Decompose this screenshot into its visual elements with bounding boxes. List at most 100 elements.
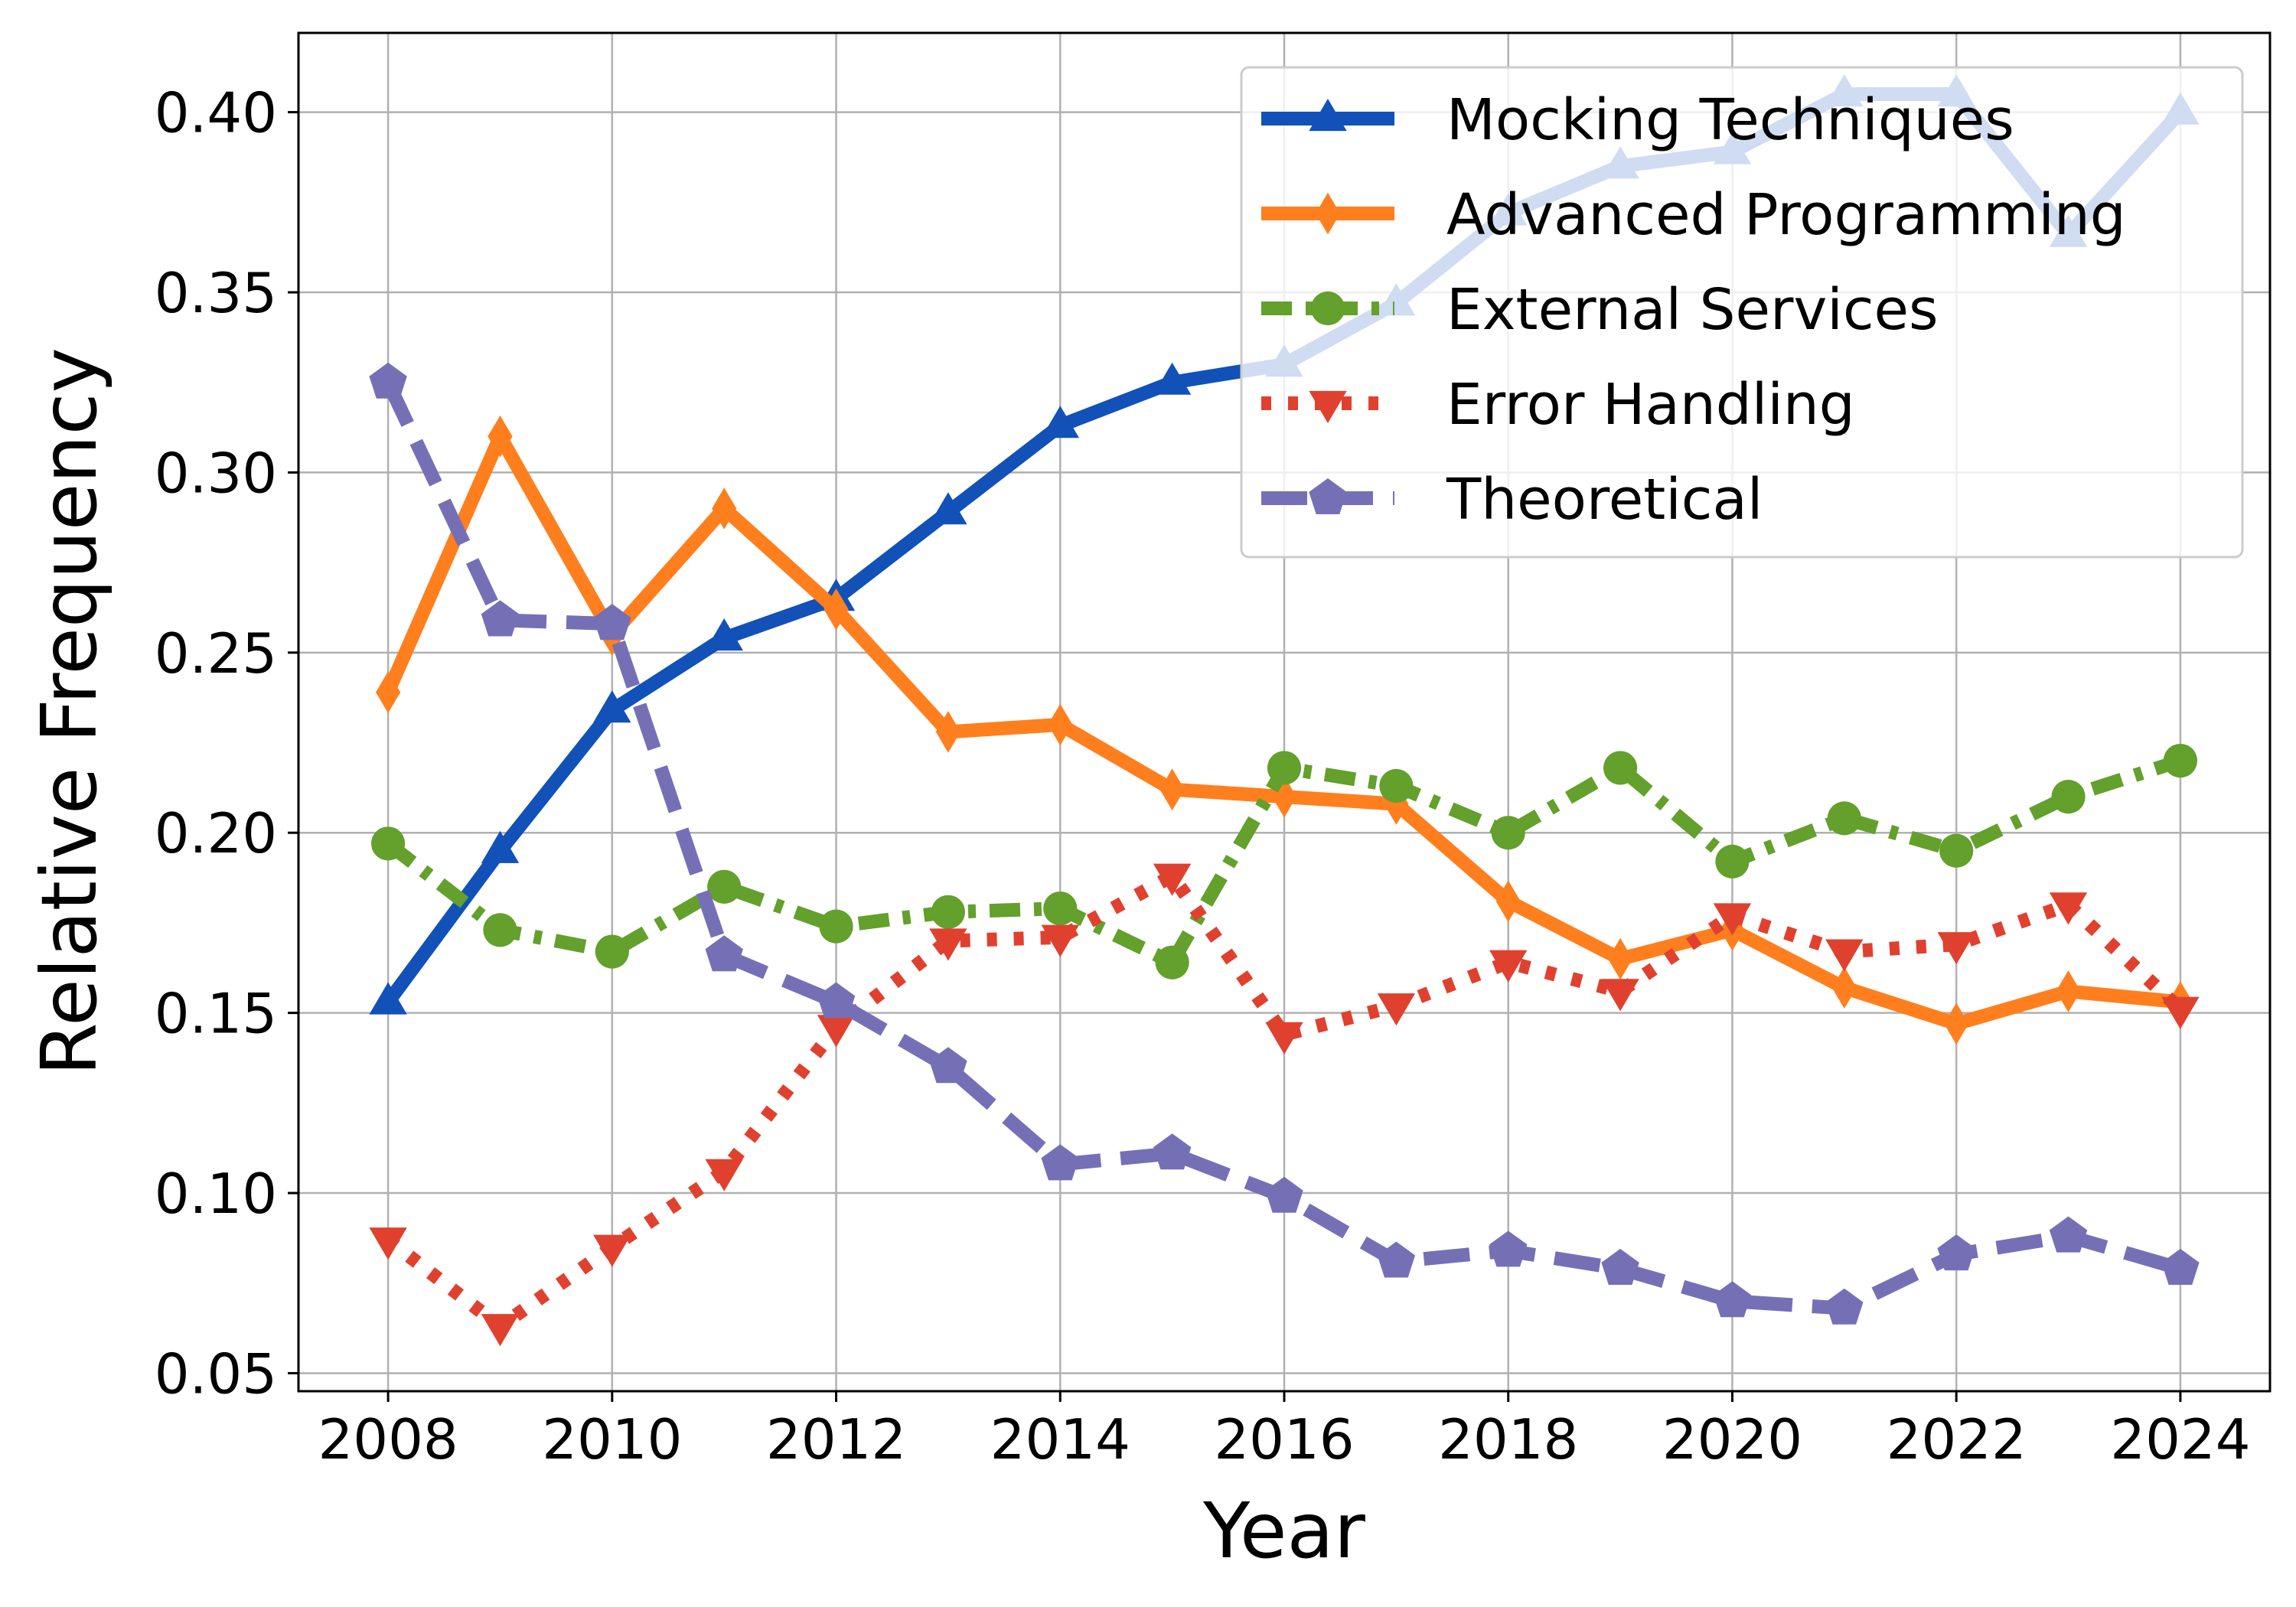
data-point-error-handling <box>1377 993 1416 1026</box>
data-point-error-handling <box>2161 996 2200 1029</box>
data-point-external-services <box>2163 743 2198 778</box>
data-point-error-handling <box>2049 892 2088 925</box>
x-tick-label: 2024 <box>2110 1407 2250 1472</box>
data-point-advanced-programming <box>1831 966 1857 1009</box>
y-tick-label: 0.35 <box>155 261 277 325</box>
data-point-error-handling <box>1713 903 1752 936</box>
data-point-error-handling <box>1937 932 1975 965</box>
data-point-mocking-techniques <box>1041 406 1079 438</box>
series-advanced-programming <box>376 416 2193 1045</box>
data-point-advanced-programming <box>1608 937 1633 980</box>
data-point-theoretical <box>1825 1288 1864 1325</box>
legend-item-error-handling: Error Handling <box>1261 372 1855 438</box>
data-point-theoretical <box>593 604 631 641</box>
data-point-external-services <box>707 869 742 904</box>
legend-item-advanced-programming: Advanced Programming <box>1261 182 2126 248</box>
data-point-advanced-programming <box>1944 1002 1969 1045</box>
data-point-error-handling <box>1041 924 1079 957</box>
x-tick-label: 2018 <box>1438 1407 1578 1472</box>
y-axis-label: Relative Frequency <box>24 347 114 1076</box>
y-tick-label: 0.40 <box>155 81 277 145</box>
series-group <box>369 74 2200 1347</box>
data-point-mocking-techniques <box>481 830 520 863</box>
x-tick-label: 2022 <box>1887 1407 2027 1472</box>
legend-marker <box>1309 99 1347 132</box>
legend-label: Theoretical <box>1446 467 1763 533</box>
x-tick-label: 2010 <box>542 1407 682 1472</box>
data-point-error-handling <box>1153 863 1192 896</box>
data-point-external-services <box>2051 780 2086 814</box>
data-point-theoretical <box>1601 1248 1639 1285</box>
data-point-theoretical <box>817 982 856 1019</box>
data-point-external-services <box>1939 833 1974 868</box>
data-point-theoretical <box>1041 1144 1079 1181</box>
data-point-advanced-programming <box>1271 775 1297 818</box>
data-point-theoretical <box>1489 1231 1528 1267</box>
data-point-external-services <box>1155 945 1189 980</box>
axis-ticks: 2008 2010 2012 2014 2016 2018 2020 2022 2024 0.05… <box>155 81 2251 1472</box>
x-tick-label: 2012 <box>766 1407 906 1472</box>
series-theoretical <box>369 362 2200 1325</box>
data-point-external-services <box>1715 844 1750 878</box>
data-point-external-services <box>819 909 853 944</box>
data-point-theoretical <box>1265 1176 1303 1213</box>
data-point-theoretical <box>481 600 520 637</box>
data-point-error-handling <box>1489 950 1528 983</box>
data-point-theoretical <box>929 1047 967 1084</box>
x-tick-label: 2014 <box>990 1407 1130 1472</box>
data-point-mocking-techniques <box>369 982 407 1015</box>
legend: Mocking Techniques Advanced Programming Ex… <box>1240 66 2244 559</box>
series-external-services <box>370 743 2198 980</box>
data-point-theoretical <box>2161 1248 2200 1285</box>
data-point-advanced-programming <box>935 711 960 753</box>
legend-label: External Services <box>1446 277 1939 343</box>
y-tick-label: 0.05 <box>155 1341 277 1406</box>
data-point-advanced-programming <box>712 487 737 530</box>
legend-label: Mocking Techniques <box>1446 87 2014 153</box>
legend-marker <box>1315 192 1341 235</box>
data-point-mocking-techniques <box>705 618 743 651</box>
data-point-error-handling <box>929 928 967 961</box>
data-point-theoretical <box>369 362 407 399</box>
legend-marker <box>1309 478 1347 514</box>
y-tick-label: 0.15 <box>155 982 277 1046</box>
data-point-error-handling <box>593 1234 631 1267</box>
data-point-theoretical <box>1377 1241 1416 1278</box>
x-axis-label: Year <box>1202 1486 1366 1576</box>
x-tick-label: 2016 <box>1214 1407 1354 1472</box>
data-point-error-handling <box>817 1015 856 1048</box>
data-point-external-services <box>1043 891 1078 926</box>
legend-label: Advanced Programming <box>1446 182 2126 248</box>
data-point-advanced-programming <box>1048 703 1073 746</box>
y-tick-label: 0.25 <box>155 621 277 686</box>
data-point-theoretical <box>705 935 743 972</box>
legend-marker <box>1310 291 1345 326</box>
data-point-advanced-programming <box>823 588 849 631</box>
data-point-external-services <box>1267 751 1302 785</box>
data-point-error-handling <box>1825 939 1864 972</box>
series-error-handling <box>369 863 2200 1347</box>
data-point-external-services <box>595 934 629 969</box>
x-tick-label: 2020 <box>1662 1407 1802 1472</box>
data-point-error-handling <box>369 1227 407 1260</box>
data-point-theoretical <box>2049 1216 2088 1253</box>
data-point-error-handling <box>705 1159 743 1191</box>
legend-box <box>1240 66 2244 559</box>
data-point-error-handling <box>481 1314 520 1347</box>
y-tick-label: 0.30 <box>155 441 277 505</box>
data-point-external-services <box>1827 801 1861 836</box>
data-point-external-services <box>931 895 966 929</box>
data-point-advanced-programming <box>376 671 401 713</box>
data-point-advanced-programming <box>488 416 513 458</box>
legend-item-theoretical: Theoretical <box>1261 467 1763 533</box>
legend-item-mocking-techniques: Mocking Techniques <box>1261 87 2014 153</box>
data-point-theoretical <box>1937 1234 1975 1271</box>
data-point-mocking-techniques <box>593 690 631 723</box>
y-tick-label: 0.10 <box>155 1162 277 1226</box>
legend-item-external-services: External Services <box>1261 277 1939 343</box>
data-point-theoretical <box>1713 1281 1752 1318</box>
x-tick-label: 2008 <box>318 1407 458 1472</box>
y-tick-label: 0.20 <box>155 801 277 865</box>
data-point-external-services <box>1603 751 1638 785</box>
